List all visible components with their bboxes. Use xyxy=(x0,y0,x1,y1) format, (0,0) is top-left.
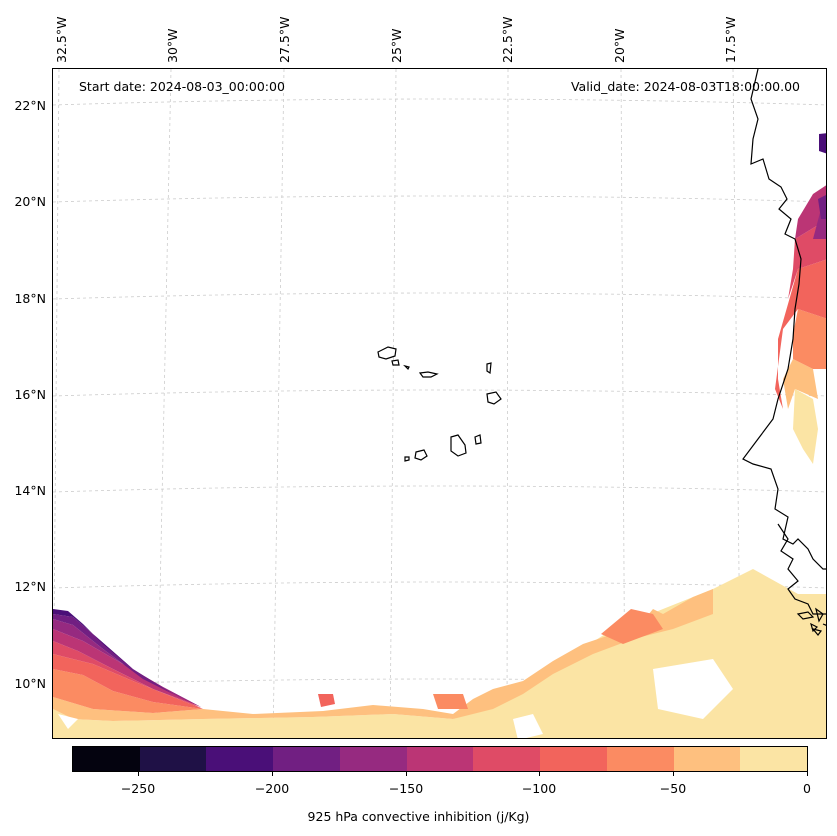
island-fogo xyxy=(414,449,428,461)
valid-date-label: Valid_date: 2024-08-03T18:00:00.00 xyxy=(570,79,800,94)
start-date-label: Start date: 2024-08-03_00:00:00 xyxy=(79,79,285,94)
lat-label-12n: 12°N xyxy=(14,579,46,594)
colorbar-segment-5 xyxy=(406,747,474,771)
colorbar-segment-3 xyxy=(273,747,340,771)
contour-band-east-25 xyxy=(793,389,818,464)
contour-band-0-to-25 xyxy=(53,569,826,738)
contour-patch-2 xyxy=(318,694,335,707)
colorbar-label-200: −200 xyxy=(254,781,290,796)
map-panel[interactable]: Start date: 2024-08-03_00:00:00 Valid_da… xyxy=(52,68,827,739)
colorbar-segment-8 xyxy=(606,747,674,771)
lat-label-22n: 22°N xyxy=(14,98,46,113)
colorbar-segment-10 xyxy=(740,747,808,771)
contour-band-25-to-50-south xyxy=(53,589,713,721)
gridline-lon-27-5 xyxy=(272,69,285,738)
colorbar-segment-6 xyxy=(473,747,541,771)
contour-patch-1 xyxy=(601,609,663,644)
colorbar-tick-0 xyxy=(807,772,808,776)
contour-band-east-125 xyxy=(788,220,826,299)
colorbar-segment-0 xyxy=(73,747,140,771)
senegal-gambia-coast xyxy=(777,523,826,615)
contour-band-west-150 xyxy=(53,619,201,707)
colorbar xyxy=(72,746,808,772)
island-santiago xyxy=(450,434,467,457)
lon-label-20w: 20°W xyxy=(612,28,627,63)
gridline-lat-22 xyxy=(53,98,826,106)
island-sao-vicente xyxy=(391,359,400,366)
map-canvas xyxy=(53,69,826,738)
gridline-lat-18 xyxy=(53,292,826,300)
island-santa-luzia xyxy=(403,364,410,371)
gridline-lat-20 xyxy=(53,195,826,203)
lat-label-16n: 16°N xyxy=(14,387,46,402)
lat-label-10n: 10°N xyxy=(14,676,46,691)
contour-band-west-100 xyxy=(53,641,203,709)
island-sal xyxy=(486,362,492,375)
contour-band-east-75 xyxy=(793,309,826,369)
colorbar-segment-1 xyxy=(139,747,207,771)
colorbar-label-100: −100 xyxy=(521,781,557,796)
colorbar-label-50: −50 xyxy=(659,781,687,796)
cin-contours xyxy=(53,133,826,738)
contour-band-east-100 xyxy=(775,259,826,409)
lat-label-20n: 20°N xyxy=(14,194,46,209)
lat-label-18n: 18°N xyxy=(14,291,46,306)
gridline-lon-30 xyxy=(156,69,172,738)
island-boa-vista xyxy=(486,391,502,405)
contour-white-hole-3 xyxy=(58,714,78,729)
lon-label-32-5w: 32.5°W xyxy=(54,16,69,63)
colorbar-tick-150 xyxy=(406,772,407,776)
colorbar-segment-9 xyxy=(673,747,741,771)
colorbar-tick-250 xyxy=(138,772,139,776)
island-sao-nicolau xyxy=(418,371,439,378)
cape-verde-islands xyxy=(377,346,502,462)
colorbar-label-150: −150 xyxy=(388,781,424,796)
gridline-lat-12 xyxy=(53,581,826,589)
island-brava xyxy=(404,456,410,462)
contour-white-hole-1 xyxy=(653,659,733,719)
lon-label-30w: 30°W xyxy=(165,28,180,63)
gridline-lat-10 xyxy=(53,678,826,686)
colorbar-tick-200 xyxy=(272,772,273,776)
lat-label-14n: 14°N xyxy=(14,483,46,498)
gridline-lat-14 xyxy=(53,485,826,493)
coast-small-inlet xyxy=(811,623,826,636)
colorbar-label-250: −250 xyxy=(120,781,156,796)
gridline-lon-22-5 xyxy=(506,69,509,738)
contour-band-west-125 xyxy=(53,629,201,707)
contour-band-east-150 xyxy=(795,185,826,239)
contour-band-west-75 xyxy=(53,654,203,709)
colorbar-segment-4 xyxy=(339,747,407,771)
contour-band-east-200 xyxy=(818,195,826,219)
contour-white-hole-2 xyxy=(513,714,543,738)
lon-label-22-5w: 22.5°W xyxy=(500,16,515,63)
island-maio xyxy=(474,434,482,445)
contour-band-west-50 xyxy=(53,669,203,713)
coastlines xyxy=(742,69,826,636)
contour-band-east-50 xyxy=(783,359,818,409)
gridline-lat-16 xyxy=(53,389,826,397)
west-africa-coastline xyxy=(742,69,826,570)
colorbar-tick-100 xyxy=(539,772,540,776)
lon-label-17-5w: 17.5°W xyxy=(723,16,738,63)
colorbar-segment-2 xyxy=(206,747,274,771)
lon-label-27-5w: 27.5°W xyxy=(277,16,292,63)
colorbar-tick-50 xyxy=(673,772,674,776)
colorbar-title: 925 hPa convective inhibition (j/Kg) xyxy=(307,809,530,824)
contour-band-west-200 xyxy=(53,609,133,669)
lon-label-25w: 25°W xyxy=(389,28,404,63)
contour-patch-north-east xyxy=(819,133,826,154)
colorbar-label-0: 0 xyxy=(803,781,811,796)
gridline-lon-25 xyxy=(389,69,397,738)
colorbar-segment-7 xyxy=(540,747,607,771)
island-santo-antao xyxy=(377,346,397,360)
contour-patch-3 xyxy=(433,694,468,709)
